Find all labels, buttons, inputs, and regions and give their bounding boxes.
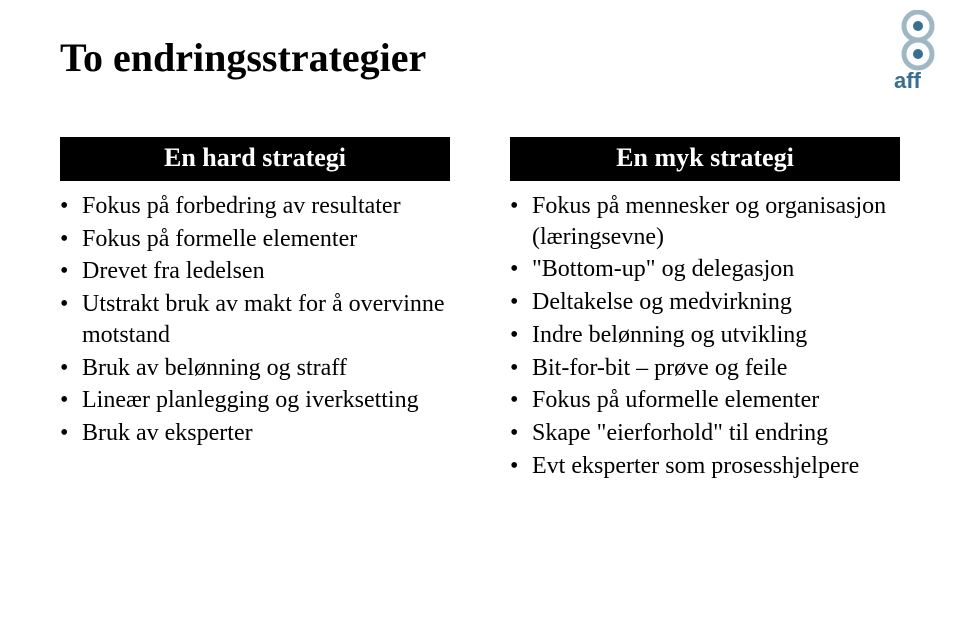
list-item: Fokus på forbedring av resultater — [60, 191, 450, 222]
right-column-header: En myk strategi — [510, 137, 900, 181]
list-item: Indre belønning og utvikling — [510, 320, 900, 351]
list-item: Lineær planlegging og iverksetting — [60, 385, 450, 416]
left-column-header: En hard strategi — [60, 137, 450, 181]
left-bullet-list: Fokus på forbedring av resultater Fokus … — [60, 191, 450, 449]
list-item: Evt eksperter som prosesshjelpere — [510, 451, 900, 482]
list-item: Fokus på uformelle elementer — [510, 385, 900, 416]
slide: aff To endringsstrategier En hard strate… — [0, 0, 960, 632]
list-item: Bit-for-bit – prøve og feile — [510, 353, 900, 384]
list-item: Deltakelse og medvirkning — [510, 287, 900, 318]
list-item: "Bottom-up" og delegasjon — [510, 254, 900, 285]
logo-text: aff — [894, 68, 922, 93]
list-item: Fokus på mennesker og organisasjon (læri… — [510, 191, 900, 252]
list-item: Utstrakt bruk av makt for å overvinne mo… — [60, 289, 450, 350]
list-item: Bruk av eksperter — [60, 418, 450, 449]
list-item: Drevet fra ledelsen — [60, 256, 450, 287]
right-column: En myk strategi Fokus på mennesker og or… — [510, 137, 900, 483]
aff-logo: aff — [882, 10, 942, 99]
list-item: Skape "eierforhold" til endring — [510, 418, 900, 449]
list-item: Fokus på formelle elementer — [60, 224, 450, 255]
list-item: Bruk av belønning og straff — [60, 353, 450, 384]
left-column: En hard strategi Fokus på forbedring av … — [60, 137, 450, 483]
comparison-columns: En hard strategi Fokus på forbedring av … — [60, 137, 900, 483]
slide-title: To endringsstrategier — [60, 34, 900, 81]
right-bullet-list: Fokus på mennesker og organisasjon (læri… — [510, 191, 900, 481]
